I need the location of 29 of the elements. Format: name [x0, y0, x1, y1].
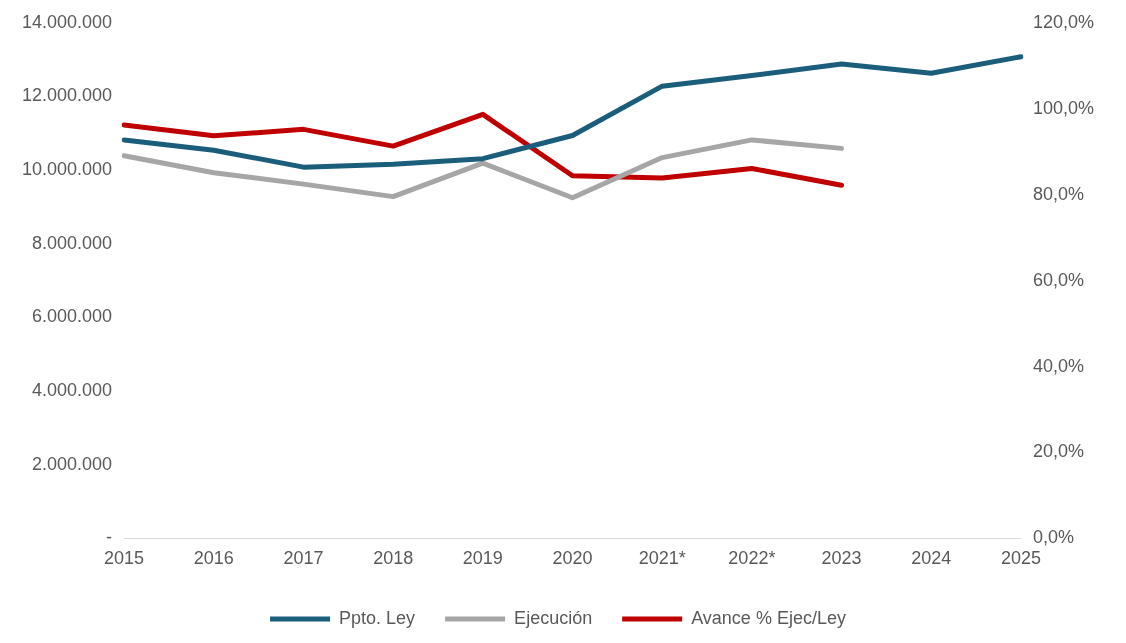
- y-tick-label: 10.000.000: [21, 159, 113, 180]
- y-tick-label: 6.000.000: [32, 306, 113, 327]
- y2-tick-label: 40,0%: [1032, 355, 1084, 376]
- y2-tick-label: 0,0%: [1032, 527, 1074, 548]
- y2-tick-label: 20,0%: [1032, 441, 1084, 462]
- y-tick-label: 12.000.000: [21, 85, 113, 106]
- x-tick-label: 2025: [1000, 548, 1041, 569]
- y-tick-label: 14.000.000: [21, 11, 113, 32]
- y-tick-label: 4.000.000: [32, 380, 113, 401]
- y2-tick-label: 80,0%: [1032, 183, 1084, 204]
- y2-tick-label: 120,0%: [1032, 11, 1095, 32]
- legend-label: Ejecución: [514, 607, 593, 628]
- x-tick-label: 2024: [911, 548, 952, 569]
- legend-label: Avance % Ejec/Ley: [691, 607, 846, 628]
- x-tick-label: 2019: [462, 548, 503, 569]
- y2-tick-label: 60,0%: [1032, 269, 1084, 290]
- x-tick-label: 2017: [283, 548, 324, 569]
- x-tick-label: 2015: [104, 548, 145, 569]
- x-tick-label: 2021*: [638, 548, 686, 569]
- y-tick-label: -: [106, 527, 113, 548]
- y-tick-label: 2.000.000: [32, 453, 113, 474]
- y-tick-label: 8.000.000: [32, 232, 113, 253]
- x-tick-label: 2020: [552, 548, 593, 569]
- x-tick-label: 2023: [821, 548, 862, 569]
- y2-tick-label: 100,0%: [1032, 97, 1095, 118]
- x-tick-label: 2022*: [728, 548, 776, 569]
- x-tick-label: 2016: [193, 548, 234, 569]
- legend-label: Ppto. Ley: [339, 607, 416, 628]
- x-tick-label: 2018: [373, 548, 414, 569]
